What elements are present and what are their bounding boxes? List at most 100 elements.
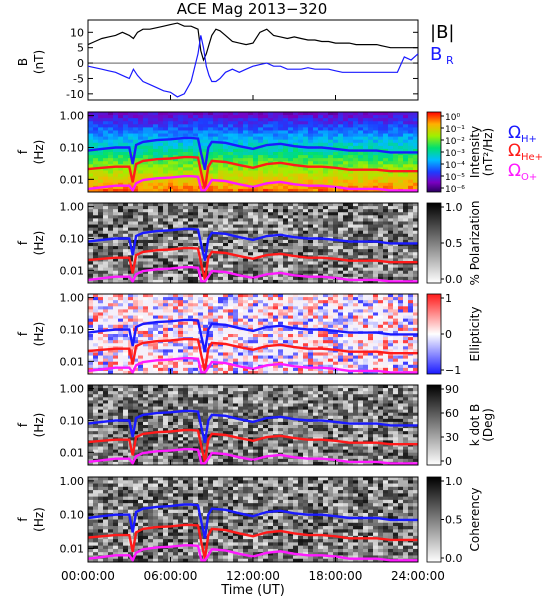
spectrogram-cell [343, 230, 349, 235]
spectrogram-cell [208, 352, 214, 357]
spectrogram-cell [253, 167, 259, 172]
spectrogram-cell [388, 221, 394, 226]
spectrogram-cell [148, 303, 154, 307]
spectrogram-cell [303, 246, 309, 250]
spectrogram-cell [333, 179, 339, 184]
spectrogram-cell [123, 185, 129, 190]
spectrogram-cell [118, 233, 124, 238]
spectrogram-cell [208, 112, 214, 116]
spectrogram-cell [148, 330, 154, 335]
spectrogram-cell [183, 273, 189, 278]
spectrogram-cell [208, 249, 214, 253]
spectrogram-cell [193, 261, 199, 266]
spectrogram-cell [303, 142, 309, 147]
spectrogram-cell [208, 127, 214, 132]
spectrogram-cell [248, 182, 254, 187]
spectrogram-cell [133, 215, 139, 219]
spectrogram-cell [308, 261, 314, 266]
spectrogram-cell [223, 327, 229, 332]
spectrogram-cell [178, 230, 184, 235]
spectrogram-cell [378, 209, 384, 213]
spectrogram-cell [288, 161, 294, 165]
spectrogram-cell [298, 334, 304, 338]
spectrogram-cell [383, 121, 389, 125]
spectrogram-cell [393, 249, 399, 253]
spectrogram-cell [113, 252, 119, 256]
spectrogram-cell [143, 279, 149, 283]
spectrogram-cell [133, 318, 139, 323]
spectrogram-cell [323, 167, 329, 172]
spectrogram-cell [128, 252, 134, 256]
spectrogram-cell [223, 346, 229, 350]
spectrogram-cell [198, 233, 204, 238]
spectrogram-cell [313, 127, 319, 132]
spectrogram-cell [343, 352, 349, 357]
spectrogram-cell [223, 130, 229, 135]
spectrogram-cell [98, 279, 104, 283]
spectrogram-cell [173, 185, 179, 190]
spectrogram-cell [328, 155, 334, 159]
spectrogram-cell [98, 239, 104, 244]
spectrogram-cell [278, 152, 284, 156]
spectrogram-cell [323, 182, 329, 187]
spectrogram-cell [258, 170, 264, 175]
spectrogram-cell [308, 318, 314, 323]
spectrogram-cell [238, 252, 244, 256]
spectrogram-cell [358, 358, 364, 363]
spectrogram-cell [333, 358, 339, 363]
spectrogram-cell [358, 294, 364, 298]
spectrogram-cell [113, 121, 119, 125]
spectrogram-cell [248, 270, 254, 275]
spectrogram-cell [358, 179, 364, 184]
spectrogram-cell [108, 364, 114, 369]
spectrogram-cell [363, 224, 369, 229]
spectrogram-cell [123, 309, 129, 314]
spectrogram-cell [298, 170, 304, 175]
spectrogram-cell [108, 249, 114, 253]
spectrogram-cell [223, 273, 229, 278]
spectrogram-cell [388, 243, 394, 247]
spectrogram-cell [228, 239, 234, 244]
spectrogram-cell [103, 224, 109, 229]
spectrogram-cell [113, 188, 119, 192]
spectrogram-cell [288, 264, 294, 269]
spectrogram-cell [243, 303, 249, 307]
spectrogram-cell [328, 158, 334, 162]
spectrogram-cell [248, 273, 254, 278]
spectrogram-cell [313, 303, 319, 307]
spectrogram-cell [108, 270, 114, 275]
spectrogram-cell [398, 176, 404, 181]
spectrogram-cell [108, 133, 114, 138]
spectrogram-cell [138, 142, 144, 147]
spectrogram-cell [233, 121, 239, 125]
spectrogram-cell [143, 355, 149, 360]
spectrogram-cell [223, 127, 229, 132]
spectrogram-cell [283, 215, 289, 219]
spectrogram-cell [103, 249, 109, 253]
spectrogram-cell [408, 185, 414, 190]
spectrogram-cell [163, 276, 169, 281]
spectrogram-cell [343, 179, 349, 184]
spectrogram-cell [118, 239, 124, 244]
spectrogram-cell [353, 139, 359, 144]
spectrogram-cell [93, 173, 99, 178]
spectrogram-cell [178, 182, 184, 187]
spectrogram-cell [413, 145, 418, 150]
spectrogram-cell [278, 130, 284, 135]
spectrogram-cell [283, 330, 289, 335]
spectrogram-cell [298, 188, 304, 192]
spectrogram-cell [183, 115, 189, 119]
spectrogram-cell [358, 176, 364, 181]
spectrogram-cell [268, 176, 274, 181]
spectrogram-cell [263, 297, 269, 301]
spectrogram-cell [158, 255, 164, 259]
spectrogram-cell [268, 182, 274, 187]
spectrogram-cell [408, 239, 414, 244]
spectrogram-cell [328, 215, 334, 219]
spectrogram-cell [98, 115, 104, 119]
spectrogram-cell [223, 185, 229, 190]
spectrogram-cell [283, 124, 289, 128]
spectrogram-cell [228, 370, 234, 374]
spectrogram-cell [253, 121, 259, 125]
spectrogram-cell [218, 218, 224, 223]
